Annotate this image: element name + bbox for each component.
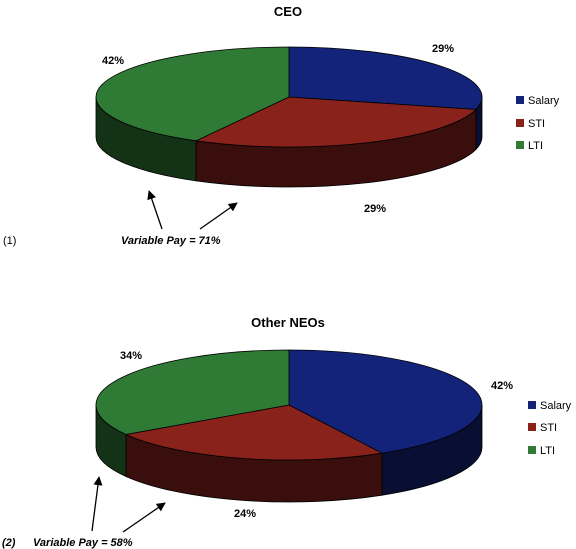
chart-other-neos-slice-salary [288,349,483,454]
chart-ceo-label-sti: 29% [364,203,386,215]
chart-other-neos-pie [95,349,483,503]
chart-ceo-legend-item-sti: STI [516,118,545,130]
chart-ceo-footnote-marker: (1) [3,235,16,247]
legend-swatch-sti [528,423,536,431]
chart-ceo: CEO 42% 29% 29% Salary STI LTI (1) Varia… [3,4,560,247]
chart-other-neos: Other NEOs 34% 42% 24% Salary STI LTI (2… [2,315,572,549]
chart-ceo-legend-item-salary: Salary [516,95,560,107]
chart-other-neos-annotation: Variable Pay = 58% [33,537,133,549]
chart-ceo-arrow-sti [199,202,238,230]
legend-label-salary: Salary [528,95,560,107]
legend-swatch-lti [516,141,524,149]
legend-swatch-salary [516,96,524,104]
chart-other-neos-label-lti: 34% [120,350,142,362]
chart-other-neos-label-salary: 42% [491,380,513,392]
chart-other-neos-title: Other NEOs [251,315,325,330]
chart-other-neos-legend: Salary STI LTI [528,400,572,457]
chart-other-neos-footnote-marker: (2) [2,537,16,549]
chart-other-neos-legend-item-sti: STI [528,422,557,434]
chart-other-neos-legend-item-salary: Salary [528,400,572,412]
chart-ceo-slice-salary [288,46,483,110]
chart-ceo-annotation: Variable Pay = 71% [121,235,221,247]
legend-swatch-sti [516,119,524,127]
chart-ceo-legend-item-lti: LTI [516,140,543,152]
legend-label-sti: STI [528,118,545,130]
chart-ceo-label-lti: 42% [102,55,124,67]
chart-ceo-slice-lti [95,46,290,142]
chart-ceo-title: CEO [274,4,302,19]
chart-other-neos-slice-lti [95,349,290,435]
legend-label-sti: STI [540,422,557,434]
chart-ceo-legend: Salary STI LTI [516,95,560,152]
chart-other-neos-arrow-sti [122,502,166,533]
chart-other-neos-slice-sti [124,404,384,461]
chart-other-neos-label-sti: 24% [234,508,256,520]
chart-ceo-arrow-lti [147,190,163,230]
chart-other-neos-arrow-lti [91,476,103,532]
chart-ceo-label-salary: 29% [432,43,454,55]
chart-ceo-slice-sti [194,96,477,148]
legend-label-lti: LTI [528,140,543,152]
legend-swatch-lti [528,446,536,454]
legend-label-lti: LTI [540,445,555,457]
legend-label-salary: Salary [540,400,572,412]
chart-ceo-pie [95,46,483,188]
chart-other-neos-legend-item-lti: LTI [528,445,555,457]
legend-swatch-salary [528,401,536,409]
